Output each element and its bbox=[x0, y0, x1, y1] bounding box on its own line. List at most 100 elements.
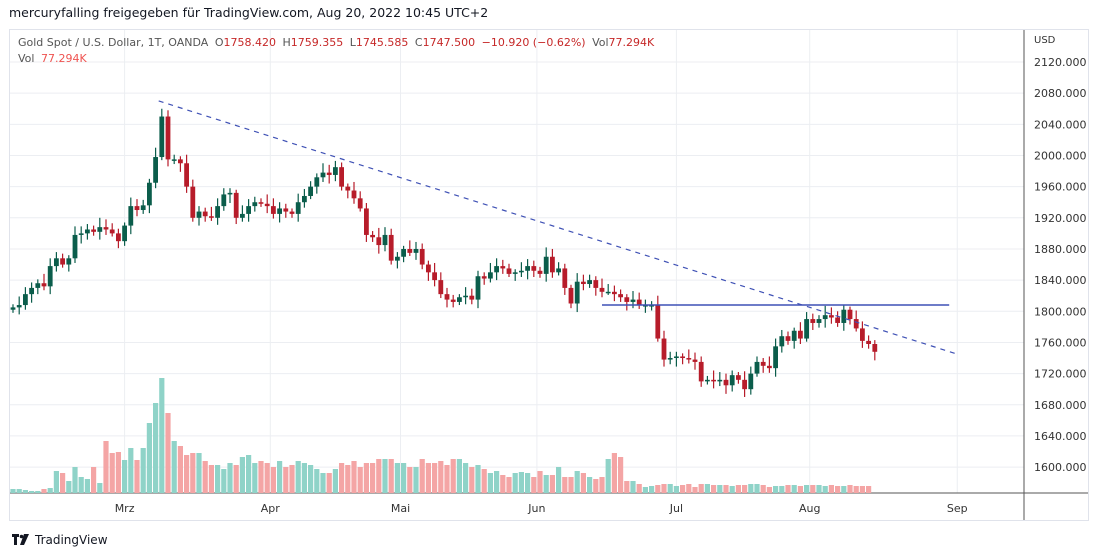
candle-body bbox=[717, 379, 723, 382]
y-tick-label: 1880.000 bbox=[1034, 243, 1087, 256]
ohlc-row: Gold Spot / U.S. Dollar, 1T, OANDA O1758… bbox=[18, 35, 657, 51]
volume-bar bbox=[394, 463, 400, 493]
candle-body bbox=[41, 283, 47, 287]
candle-body bbox=[364, 208, 369, 235]
change-value: −10.920 (−0.62%) bbox=[481, 36, 586, 49]
candle-body bbox=[339, 167, 344, 187]
volume-bar bbox=[673, 486, 679, 493]
low-value: 1745.585 bbox=[355, 36, 409, 49]
volume-bar bbox=[314, 469, 320, 493]
y-tick-label: 1720.000 bbox=[1034, 368, 1087, 381]
candle-body bbox=[314, 177, 320, 187]
candle-body bbox=[351, 190, 357, 199]
volume-bar bbox=[140, 448, 146, 493]
open-value: 1758.420 bbox=[223, 36, 277, 49]
candle-body bbox=[78, 233, 84, 235]
candle-body bbox=[215, 206, 220, 218]
volume-bar bbox=[704, 484, 710, 493]
x-tick-label: Aug bbox=[799, 502, 820, 515]
volume-bar bbox=[599, 477, 605, 493]
candle-body bbox=[209, 216, 214, 218]
candle-body bbox=[221, 194, 227, 207]
candle-body bbox=[29, 287, 34, 295]
volume-row: Vol 77.294K bbox=[18, 51, 657, 67]
candle-body bbox=[816, 319, 822, 323]
candle-body bbox=[481, 276, 487, 279]
y-tick-label: 1680.000 bbox=[1034, 399, 1087, 412]
vol-label: Vol bbox=[592, 36, 609, 49]
candle-body bbox=[556, 268, 561, 273]
volume-bar bbox=[301, 463, 307, 493]
volume-bar bbox=[78, 477, 84, 493]
x-tick-label: Mai bbox=[391, 502, 410, 515]
volume-bar bbox=[184, 455, 190, 493]
volume-bar bbox=[103, 441, 109, 493]
volume-bar bbox=[146, 423, 152, 493]
candle-body bbox=[302, 195, 307, 203]
volume-bar bbox=[134, 460, 140, 493]
symbol-name[interactable]: Gold Spot / U.S. Dollar, 1T, OANDA bbox=[18, 36, 209, 49]
volume-bar bbox=[363, 463, 369, 493]
candle-body bbox=[798, 330, 803, 339]
volume-bar bbox=[289, 465, 295, 493]
volume-indicator-label[interactable]: Vol bbox=[18, 52, 35, 65]
volume-bar bbox=[692, 487, 698, 493]
x-tick-label: Mrz bbox=[115, 502, 135, 515]
candle-body bbox=[23, 294, 28, 306]
candle-body bbox=[667, 358, 673, 360]
trend-line bbox=[158, 100, 958, 355]
candle-body bbox=[271, 206, 276, 214]
volume-bar bbox=[748, 484, 754, 493]
candle-body bbox=[847, 309, 853, 320]
volume-indicator-value: 77.294K bbox=[40, 52, 87, 65]
vol-value: 77.294K bbox=[608, 36, 655, 49]
volume-bar bbox=[66, 481, 72, 493]
volume-bar bbox=[41, 489, 47, 493]
candle-body bbox=[171, 159, 177, 161]
candle-body bbox=[190, 186, 196, 218]
candle-body bbox=[264, 203, 270, 207]
volume-bar bbox=[295, 461, 301, 493]
candle-body bbox=[469, 295, 475, 300]
candle-body bbox=[723, 379, 729, 386]
candle-body bbox=[246, 206, 251, 214]
candle-body bbox=[835, 317, 840, 323]
candle-body bbox=[432, 272, 437, 281]
volume-bar bbox=[766, 487, 772, 493]
y-tick-label: 1960.000 bbox=[1034, 181, 1087, 194]
candle-body bbox=[370, 234, 375, 238]
volume-bar bbox=[72, 467, 78, 493]
volume-bar bbox=[202, 461, 208, 493]
y-tick-label: 1600.000 bbox=[1034, 461, 1087, 474]
candle-body bbox=[593, 280, 599, 288]
candle-body bbox=[413, 248, 419, 253]
volume-bar bbox=[810, 485, 816, 493]
candle-body bbox=[122, 225, 127, 242]
volume-bar bbox=[246, 455, 252, 493]
volume-bar bbox=[239, 457, 245, 493]
tradingview-logo[interactable]: TradingView bbox=[12, 533, 108, 547]
volume-bar bbox=[835, 486, 841, 493]
candle-body bbox=[147, 182, 152, 206]
volume-bar bbox=[717, 485, 723, 493]
volume-bar bbox=[109, 453, 115, 493]
candle-body bbox=[475, 276, 481, 300]
volume-bar bbox=[816, 485, 822, 493]
volume-bar bbox=[859, 486, 865, 493]
volume-bar bbox=[122, 460, 128, 493]
candle-body bbox=[810, 319, 816, 323]
currency-label: USD bbox=[1034, 35, 1056, 46]
volume-bar bbox=[407, 467, 413, 493]
candle-body bbox=[587, 280, 592, 285]
candle-body bbox=[729, 375, 735, 386]
x-tick-label: Jul bbox=[669, 502, 683, 515]
volume-bar bbox=[233, 465, 239, 493]
y-tick-label: 1840.000 bbox=[1034, 274, 1087, 287]
candle-body bbox=[54, 258, 59, 267]
volume-bar bbox=[562, 477, 568, 493]
volume-bar bbox=[512, 473, 518, 493]
candle-body bbox=[574, 281, 580, 304]
volume-bar bbox=[153, 403, 159, 493]
volume-bar bbox=[401, 463, 407, 493]
